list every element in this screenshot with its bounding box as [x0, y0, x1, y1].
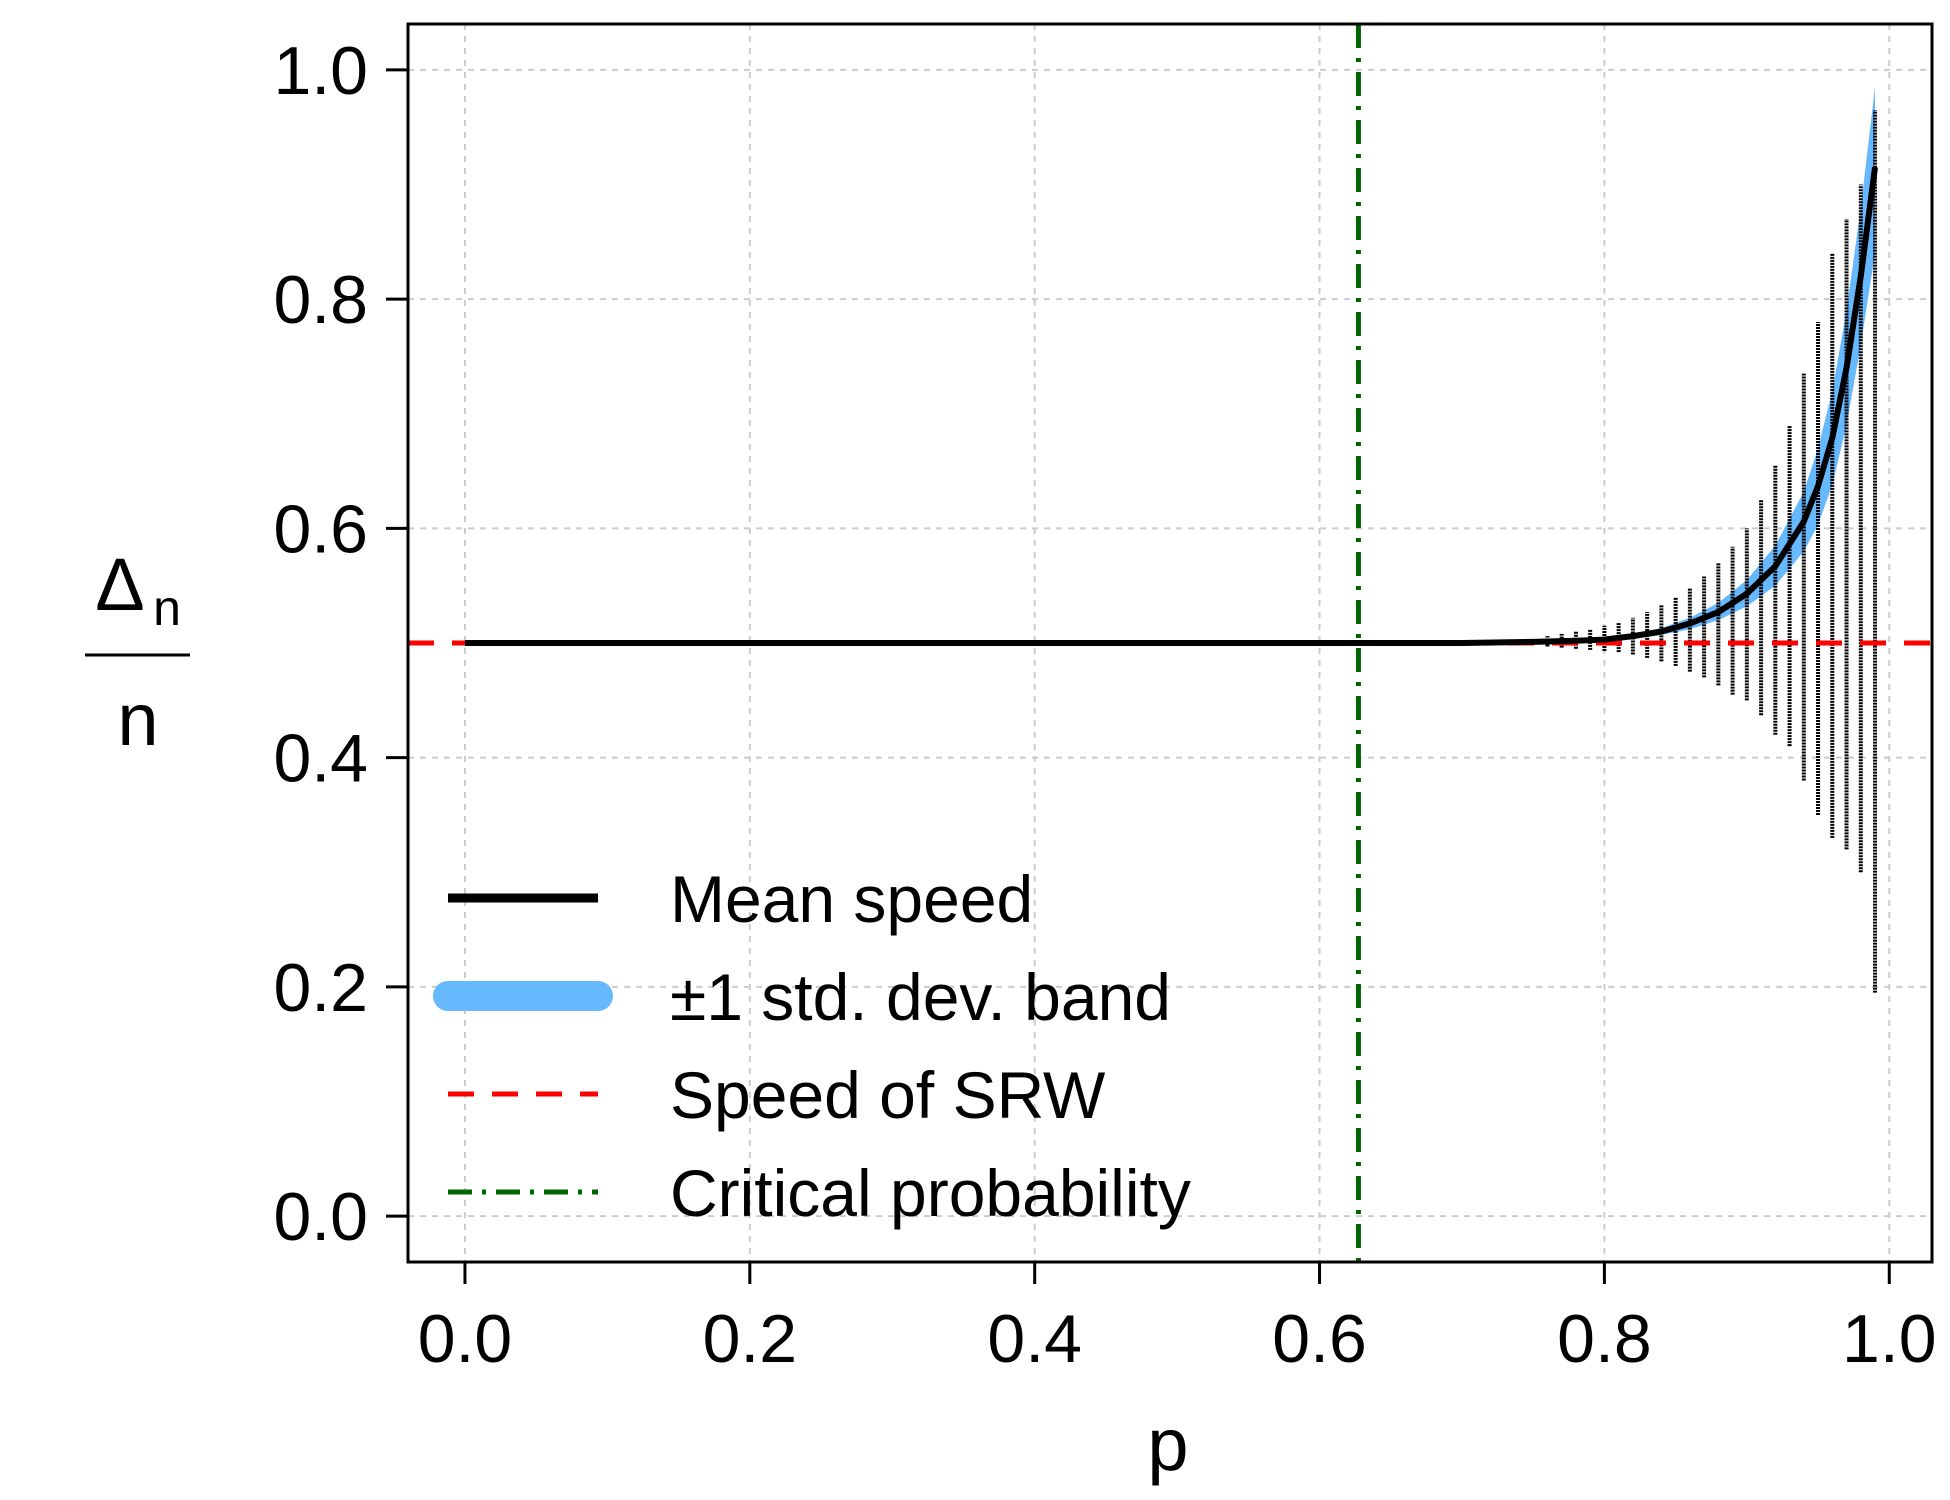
y-axis-label-denominator: n — [117, 678, 158, 761]
legend-label-critical-probability: Critical probability — [670, 1156, 1191, 1230]
legend-label-mean-speed: Mean speed — [670, 862, 1033, 936]
x-axis: 0.0 0.2 0.4 0.6 0.8 1.0 — [418, 1260, 1937, 1377]
x-tick-label: 0.0 — [418, 1301, 513, 1377]
y-tick-label: 0.6 — [273, 491, 368, 567]
y-tick-label: 1.0 — [273, 33, 368, 109]
legend: Mean speed ±1 std. dev. band Speed of SR… — [433, 862, 1191, 1230]
mean-speed-line-layer — [464, 166, 1879, 646]
y-tick-label: 0.4 — [273, 721, 368, 797]
std-dev-band — [1547, 87, 1876, 644]
x-tick-label: 1.0 — [1842, 1301, 1937, 1377]
grid — [408, 24, 1932, 1262]
sample-spread — [1545, 109, 1878, 993]
y-tick-label: 0.0 — [273, 1179, 368, 1255]
y-axis: 0.0 0.2 0.4 0.6 0.8 1.0 — [273, 33, 408, 1255]
y-axis-label-subscript: n — [153, 580, 181, 636]
x-axis-label: p — [1147, 1403, 1188, 1486]
std-dev-band-area — [1547, 87, 1876, 644]
mean-speed-line — [464, 166, 1879, 646]
y-axis-label-numerator: Δ — [95, 543, 144, 626]
y-tick-label: 0.2 — [273, 950, 368, 1026]
y-axis-label: Δ n n — [85, 543, 190, 761]
x-tick-label: 0.4 — [987, 1301, 1082, 1377]
legend-label-srw-speed: Speed of SRW — [670, 1058, 1106, 1132]
x-tick-label: 0.8 — [1557, 1301, 1652, 1377]
x-tick-label: 0.6 — [1272, 1301, 1367, 1377]
legend-label-std-dev-band: ±1 std. dev. band — [670, 960, 1171, 1034]
x-tick-label: 0.2 — [703, 1301, 798, 1377]
y-tick-label: 0.8 — [273, 262, 368, 338]
